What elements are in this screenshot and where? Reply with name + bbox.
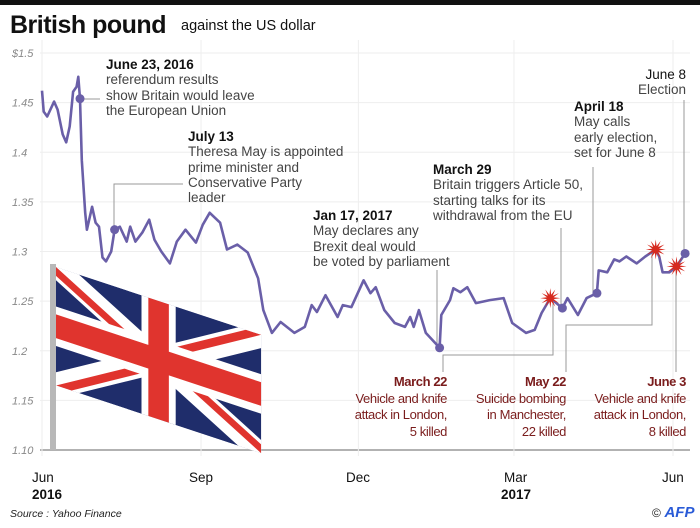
event-dot-marker — [680, 248, 690, 258]
annotation-text: starting talks for its — [433, 192, 546, 208]
copyright-symbol: © — [652, 506, 661, 520]
y-tick-label: 1.3 — [12, 247, 28, 259]
annotation-june23: June 23, 2016 referendum results show Br… — [106, 57, 255, 118]
annotation-text: Suicide bombing — [475, 390, 567, 406]
annotation-text: 8 killed — [648, 423, 687, 439]
annotation-text: Britain triggers Article 50, — [433, 177, 584, 193]
annotation-july13: July 13 Theresa May is appointed prime m… — [188, 129, 343, 205]
event-dot-marker — [557, 303, 567, 313]
union-jack-flag-image — [50, 264, 262, 454]
source-note: Source : Yahoo Finance — [10, 508, 122, 520]
annotation-text: prime minister and — [188, 159, 300, 175]
annotation-heading: March 22 — [393, 374, 448, 389]
annotation-text: Vehicle and knife — [355, 390, 448, 406]
chart-title: British pound — [10, 11, 166, 39]
annotation-text: show Britain would leave — [106, 87, 255, 103]
y-tick-label: 1.2 — [12, 346, 27, 358]
annotation-text: Election — [637, 82, 686, 98]
event-markers — [75, 94, 690, 353]
flag-pole — [50, 264, 56, 450]
y-tick-label: 1.25 — [12, 296, 34, 308]
attack-star-marker — [666, 256, 687, 277]
attack-star-marker — [540, 288, 561, 309]
annotation-march22: March 22 Vehicle and knife attack in Lon… — [354, 374, 448, 440]
event-dot-marker — [110, 225, 120, 235]
annotation-leader-lines — [82, 98, 685, 372]
annotation-text: the European Union — [106, 102, 227, 118]
annotation-heading: June 8 — [645, 67, 686, 82]
x-tick-label: Jun — [32, 470, 54, 485]
y-axis-ticks: $1.5 1.45 1.4 1.35 1.3 1.25 1.2 1.15 1.10 — [11, 48, 34, 457]
annotation-text: May calls — [574, 114, 631, 130]
y-tick-label: 1.45 — [12, 98, 34, 110]
x-year-label: 2016 — [32, 487, 63, 502]
x-tick-label: Mar — [504, 470, 528, 485]
afp-logo-text: AFP — [664, 504, 695, 521]
annotation-heading: Jan 17, 2017 — [313, 208, 393, 223]
annotation-text: May declares any — [313, 223, 419, 239]
y-tick-label: 1.15 — [12, 395, 34, 407]
annotation-heading: June 23, 2016 — [106, 57, 194, 72]
chart-subtitle: against the US dollar — [181, 18, 316, 34]
annotation-jan17: Jan 17, 2017 May declares any Brexit dea… — [313, 208, 450, 269]
leader-line-may22 — [565, 250, 653, 372]
annotation-text: attack in London, — [354, 407, 448, 422]
y-tick-label: 1.35 — [12, 197, 34, 209]
annotation-text: 22 killed — [521, 423, 567, 439]
annotation-text: Theresa May is appointed — [188, 144, 344, 160]
annotation-text: in Manchester, — [487, 407, 566, 422]
annotation-april18: April 18 May calls early election, set f… — [574, 99, 657, 160]
leader-line-july13 — [113, 183, 183, 226]
x-tick-label: Jun — [662, 470, 684, 485]
annotation-heading: May 22 — [525, 374, 566, 389]
union-jack — [56, 267, 262, 454]
x-year-label: 2017 — [501, 487, 532, 502]
annotation-text: leader — [188, 190, 226, 206]
gbp-usd-line — [40, 75, 687, 350]
attack-star-marker — [645, 239, 666, 260]
annotation-text: Brexit deal would — [313, 238, 416, 254]
y-tick-label: 1.4 — [12, 147, 27, 159]
annotation-text: withdrawal from the EU — [433, 207, 573, 223]
annotation-heading: March 29 — [433, 162, 492, 177]
annotation-text: set for June 8 — [574, 144, 656, 160]
afp-logo: © AFP — [652, 504, 694, 521]
annotation-heading: July 13 — [188, 129, 234, 144]
annotation-march29: March 29 Britain triggers Article 50, st… — [433, 162, 583, 223]
annotation-text: Vehicle and knife — [594, 390, 687, 406]
event-dot-marker — [75, 94, 85, 104]
y-tick-label: 1.10 — [12, 445, 34, 457]
annotation-june3: June 3 Vehicle and knife attack in Londo… — [593, 374, 687, 440]
annotation-text: early election, — [574, 129, 658, 145]
y-tick-label: $1.5 — [11, 48, 34, 60]
top-bar — [0, 0, 700, 5]
annotation-text: 5 killed — [409, 423, 448, 439]
annotation-heading: April 18 — [574, 99, 624, 114]
annotation-may22: May 22 Suicide bombing in Manchester, 22… — [475, 374, 567, 440]
annotation-june8: June 8 Election — [638, 67, 686, 98]
annotation-text: Conservative Party — [188, 174, 303, 190]
annotation-heading: June 3 — [647, 374, 686, 389]
x-tick-label: Sep — [189, 470, 214, 485]
leader-line-march22 — [442, 298, 554, 372]
annotation-text: be voted by parliament — [313, 253, 450, 269]
x-tick-label: Dec — [346, 470, 371, 485]
event-dot-marker — [435, 343, 445, 353]
annotation-text: attack in London, — [593, 407, 687, 422]
annotation-text: referendum results — [106, 72, 219, 88]
event-dot-marker — [592, 288, 602, 298]
